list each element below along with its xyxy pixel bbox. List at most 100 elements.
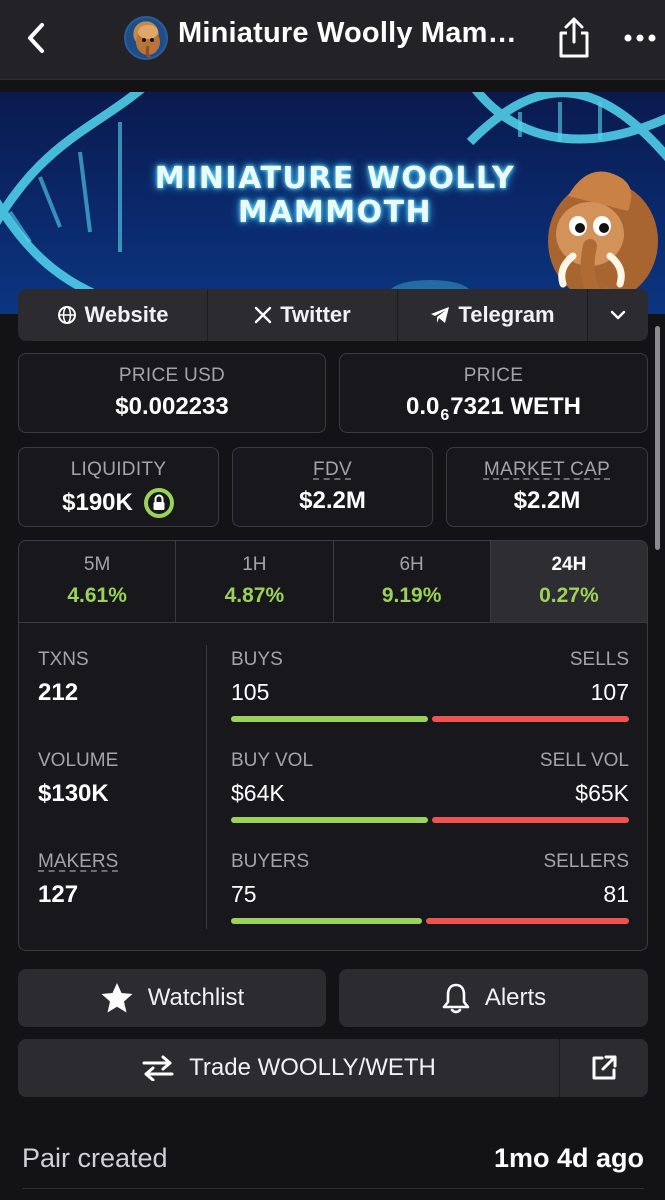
watchlist-button[interactable]: Watchlist	[18, 969, 326, 1027]
fdv-value: $2.2M	[299, 487, 366, 514]
makers-label[interactable]: MAKERS	[38, 851, 119, 872]
liquidity-amount: $190K	[62, 489, 133, 516]
row-divider	[22, 1188, 644, 1189]
tab-6h[interactable]: 6H 9.19%	[334, 541, 491, 622]
share-button[interactable]	[554, 16, 594, 60]
fdv-label[interactable]: FDV	[313, 459, 352, 480]
tab-1h-label: 1H	[242, 554, 267, 575]
swap-arrows-icon	[142, 1055, 174, 1081]
tab-1h-change: 4.87%	[224, 584, 285, 607]
sell-vol-bar-fill	[432, 817, 629, 823]
back-button[interactable]	[18, 18, 54, 58]
tab-24h-label: 24H	[551, 554, 587, 575]
price-native-subscript: 6	[440, 407, 450, 424]
txns-stat: TXNS 212	[38, 649, 89, 707]
token-banner: MINIATURE WOOLLY MAMMOTH	[0, 92, 665, 314]
buy-vol-value: $64K	[231, 780, 285, 806]
tab-1h[interactable]: 1H 4.87%	[176, 541, 334, 622]
sells-bar-fill	[432, 716, 629, 722]
trade-label: Trade WOOLLY/WETH	[189, 1054, 436, 1081]
pair-created-value: 1mo 4d ago	[493, 1143, 644, 1173]
trade-bar: Trade WOOLLY/WETH	[18, 1039, 648, 1097]
sells-value: 107	[590, 679, 629, 705]
sell-vol-label: SELL VOL	[539, 750, 629, 771]
volume-value: $130K	[38, 780, 109, 807]
banner-title-line2: MAMMOTH	[237, 195, 433, 230]
buy-vol-bar-fill	[231, 817, 429, 823]
market-cap-label[interactable]: MARKET CAP	[483, 459, 611, 480]
txns-label: TXNS	[38, 649, 89, 670]
volume-bar	[231, 817, 629, 823]
social-links: Website Twitter Telegram	[18, 289, 648, 341]
liquidity-card: LIQUIDITY $190K	[18, 447, 219, 527]
buyers-sellers-row: BUYERS SELLERS 75 81	[231, 851, 629, 924]
chevron-down-icon	[610, 310, 626, 320]
website-label: Website	[84, 302, 169, 327]
price-native-suffix: 7321 WETH	[450, 393, 581, 420]
sellers-value: 81	[603, 881, 629, 907]
x-icon	[255, 306, 272, 324]
sells-label: SELLS	[569, 649, 629, 670]
buys-sells-row: BUYS SELLS 105 107	[231, 649, 629, 722]
liquidity-value: $190K	[19, 487, 218, 519]
trade-button[interactable]: Trade WOOLLY/WETH	[18, 1039, 560, 1097]
trading-stats: 5M 4.61% 1H 4.87% 6H 9.19% 24H 0.27% TXN…	[18, 540, 648, 951]
tab-6h-change: 9.19%	[381, 584, 442, 607]
market-cap-value: $2.2M	[513, 487, 581, 514]
telegram-icon	[431, 307, 450, 323]
tab-24h[interactable]: 24H 0.27%	[490, 541, 647, 622]
price-native-label: PRICE	[463, 365, 524, 386]
sell-vol-value: $65K	[575, 780, 629, 806]
buys-label: BUYS	[231, 649, 283, 670]
buyers-label: BUYERS	[231, 851, 310, 872]
price-usd-label: PRICE USD	[118, 365, 226, 386]
makers-stat: MAKERS 127	[38, 851, 118, 909]
open-external-button[interactable]	[560, 1039, 648, 1097]
telegram-label: Telegram	[458, 302, 555, 327]
twitter-link[interactable]: Twitter	[208, 289, 398, 341]
buyers-value: 75	[231, 881, 257, 907]
more-links-dropdown[interactable]	[588, 289, 648, 341]
makers-value: 127	[38, 881, 79, 908]
price-usd-card: PRICE USD $0.002233	[18, 353, 326, 433]
volume-label: VOLUME	[38, 750, 119, 771]
alerts-button[interactable]: Alerts	[339, 969, 648, 1027]
share-icon	[559, 17, 589, 58]
txns-value: 212	[38, 679, 79, 706]
alerts-label: Alerts	[484, 984, 547, 1011]
ellipsis-icon	[624, 34, 656, 42]
tab-5m[interactable]: 5M 4.61%	[19, 541, 177, 622]
stats-divider	[206, 645, 207, 929]
timeframe-tabs: 5M 4.61% 1H 4.87% 6H 9.19% 24H 0.27%	[19, 541, 647, 623]
buyers-bar-fill	[231, 918, 423, 924]
tab-6h-label: 6H	[399, 554, 424, 575]
tab-5m-change: 4.61%	[67, 584, 127, 607]
bell-icon	[442, 983, 470, 1014]
price-usd-value: $0.002233	[115, 393, 229, 420]
sellers-bar-fill	[426, 918, 629, 924]
tab-5m-label: 5M	[83, 554, 111, 575]
page-title: Miniature Woolly Mam…	[178, 17, 517, 49]
pair-created-row: Pair created 1mo 4d ago	[22, 1143, 644, 1174]
banner-title-line1: MINIATURE WOOLLY	[154, 161, 516, 196]
website-link[interactable]: Website	[18, 289, 208, 341]
liquidity-label: LIQUIDITY	[70, 459, 167, 480]
token-avatar	[124, 16, 168, 60]
price-native-value: 0.067321 WETH	[340, 393, 647, 425]
twitter-label: Twitter	[280, 302, 351, 327]
pair-created-label: Pair created	[22, 1143, 168, 1173]
market-cap-card: MARKET CAP $2.2M	[446, 447, 648, 527]
sellers-label: SELLERS	[543, 851, 629, 872]
star-icon	[101, 983, 133, 1013]
tab-24h-change: 0.27%	[539, 584, 599, 607]
banner-title: MINIATURE WOOLLY MAMMOTH	[120, 162, 550, 230]
lock-icon[interactable]	[143, 487, 175, 519]
telegram-link[interactable]: Telegram	[398, 289, 588, 341]
buyers-bar	[231, 918, 629, 924]
chevron-left-icon	[28, 23, 44, 53]
price-native-prefix: 0.0	[406, 393, 440, 420]
more-options-button[interactable]	[620, 20, 660, 56]
scrollbar[interactable]	[655, 326, 660, 550]
price-native-card: PRICE 0.067321 WETH	[339, 353, 648, 433]
volume-stat: VOLUME $130K	[38, 750, 118, 808]
